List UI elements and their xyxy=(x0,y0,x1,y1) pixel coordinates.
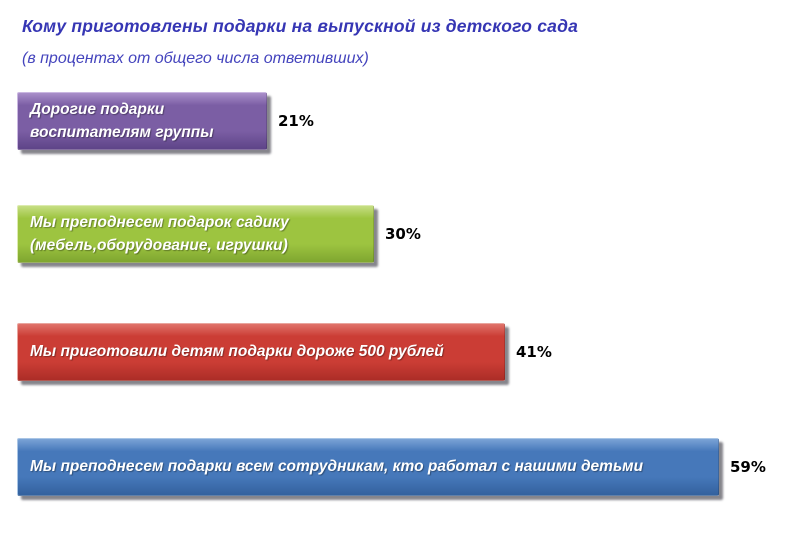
chart-title: Кому приготовлены подарки на выпускной и… xyxy=(22,16,579,36)
bar-label: Мы приготовили детям подарки дороже 500 … xyxy=(30,343,444,361)
bar-label: Мы преподнесем подарок садику (мебель,об… xyxy=(30,213,289,254)
bar-label: Мы преподнесем подарки всем сотрудникам,… xyxy=(30,458,644,476)
bar: Дорогие подарки воспитателям группы xyxy=(17,92,267,150)
bar-row: Мы преподнесем подарок садику (мебель,об… xyxy=(17,205,421,263)
bar: Мы приготовили детям подарки дороже 500 … xyxy=(17,323,505,381)
bar-value: 59% xyxy=(730,458,766,476)
bar-label: Дорогие подарки воспитателям группы xyxy=(30,100,214,141)
bar: Мы преподнесем подарки всем сотрудникам,… xyxy=(17,438,719,496)
bar-row: Дорогие подарки воспитателям группы 21% xyxy=(17,92,314,150)
bar-value: 21% xyxy=(278,112,314,130)
chart-subtitle: (в процентах от общего числа ответивших) xyxy=(22,50,369,67)
bar: Мы преподнесем подарок садику (мебель,об… xyxy=(17,205,374,263)
bar-row: Мы приготовили детям подарки дороже 500 … xyxy=(17,323,552,381)
bar-value: 41% xyxy=(516,343,552,361)
bar-value: 30% xyxy=(385,225,421,243)
bar-row: Мы преподнесем подарки всем сотрудникам,… xyxy=(17,438,766,496)
